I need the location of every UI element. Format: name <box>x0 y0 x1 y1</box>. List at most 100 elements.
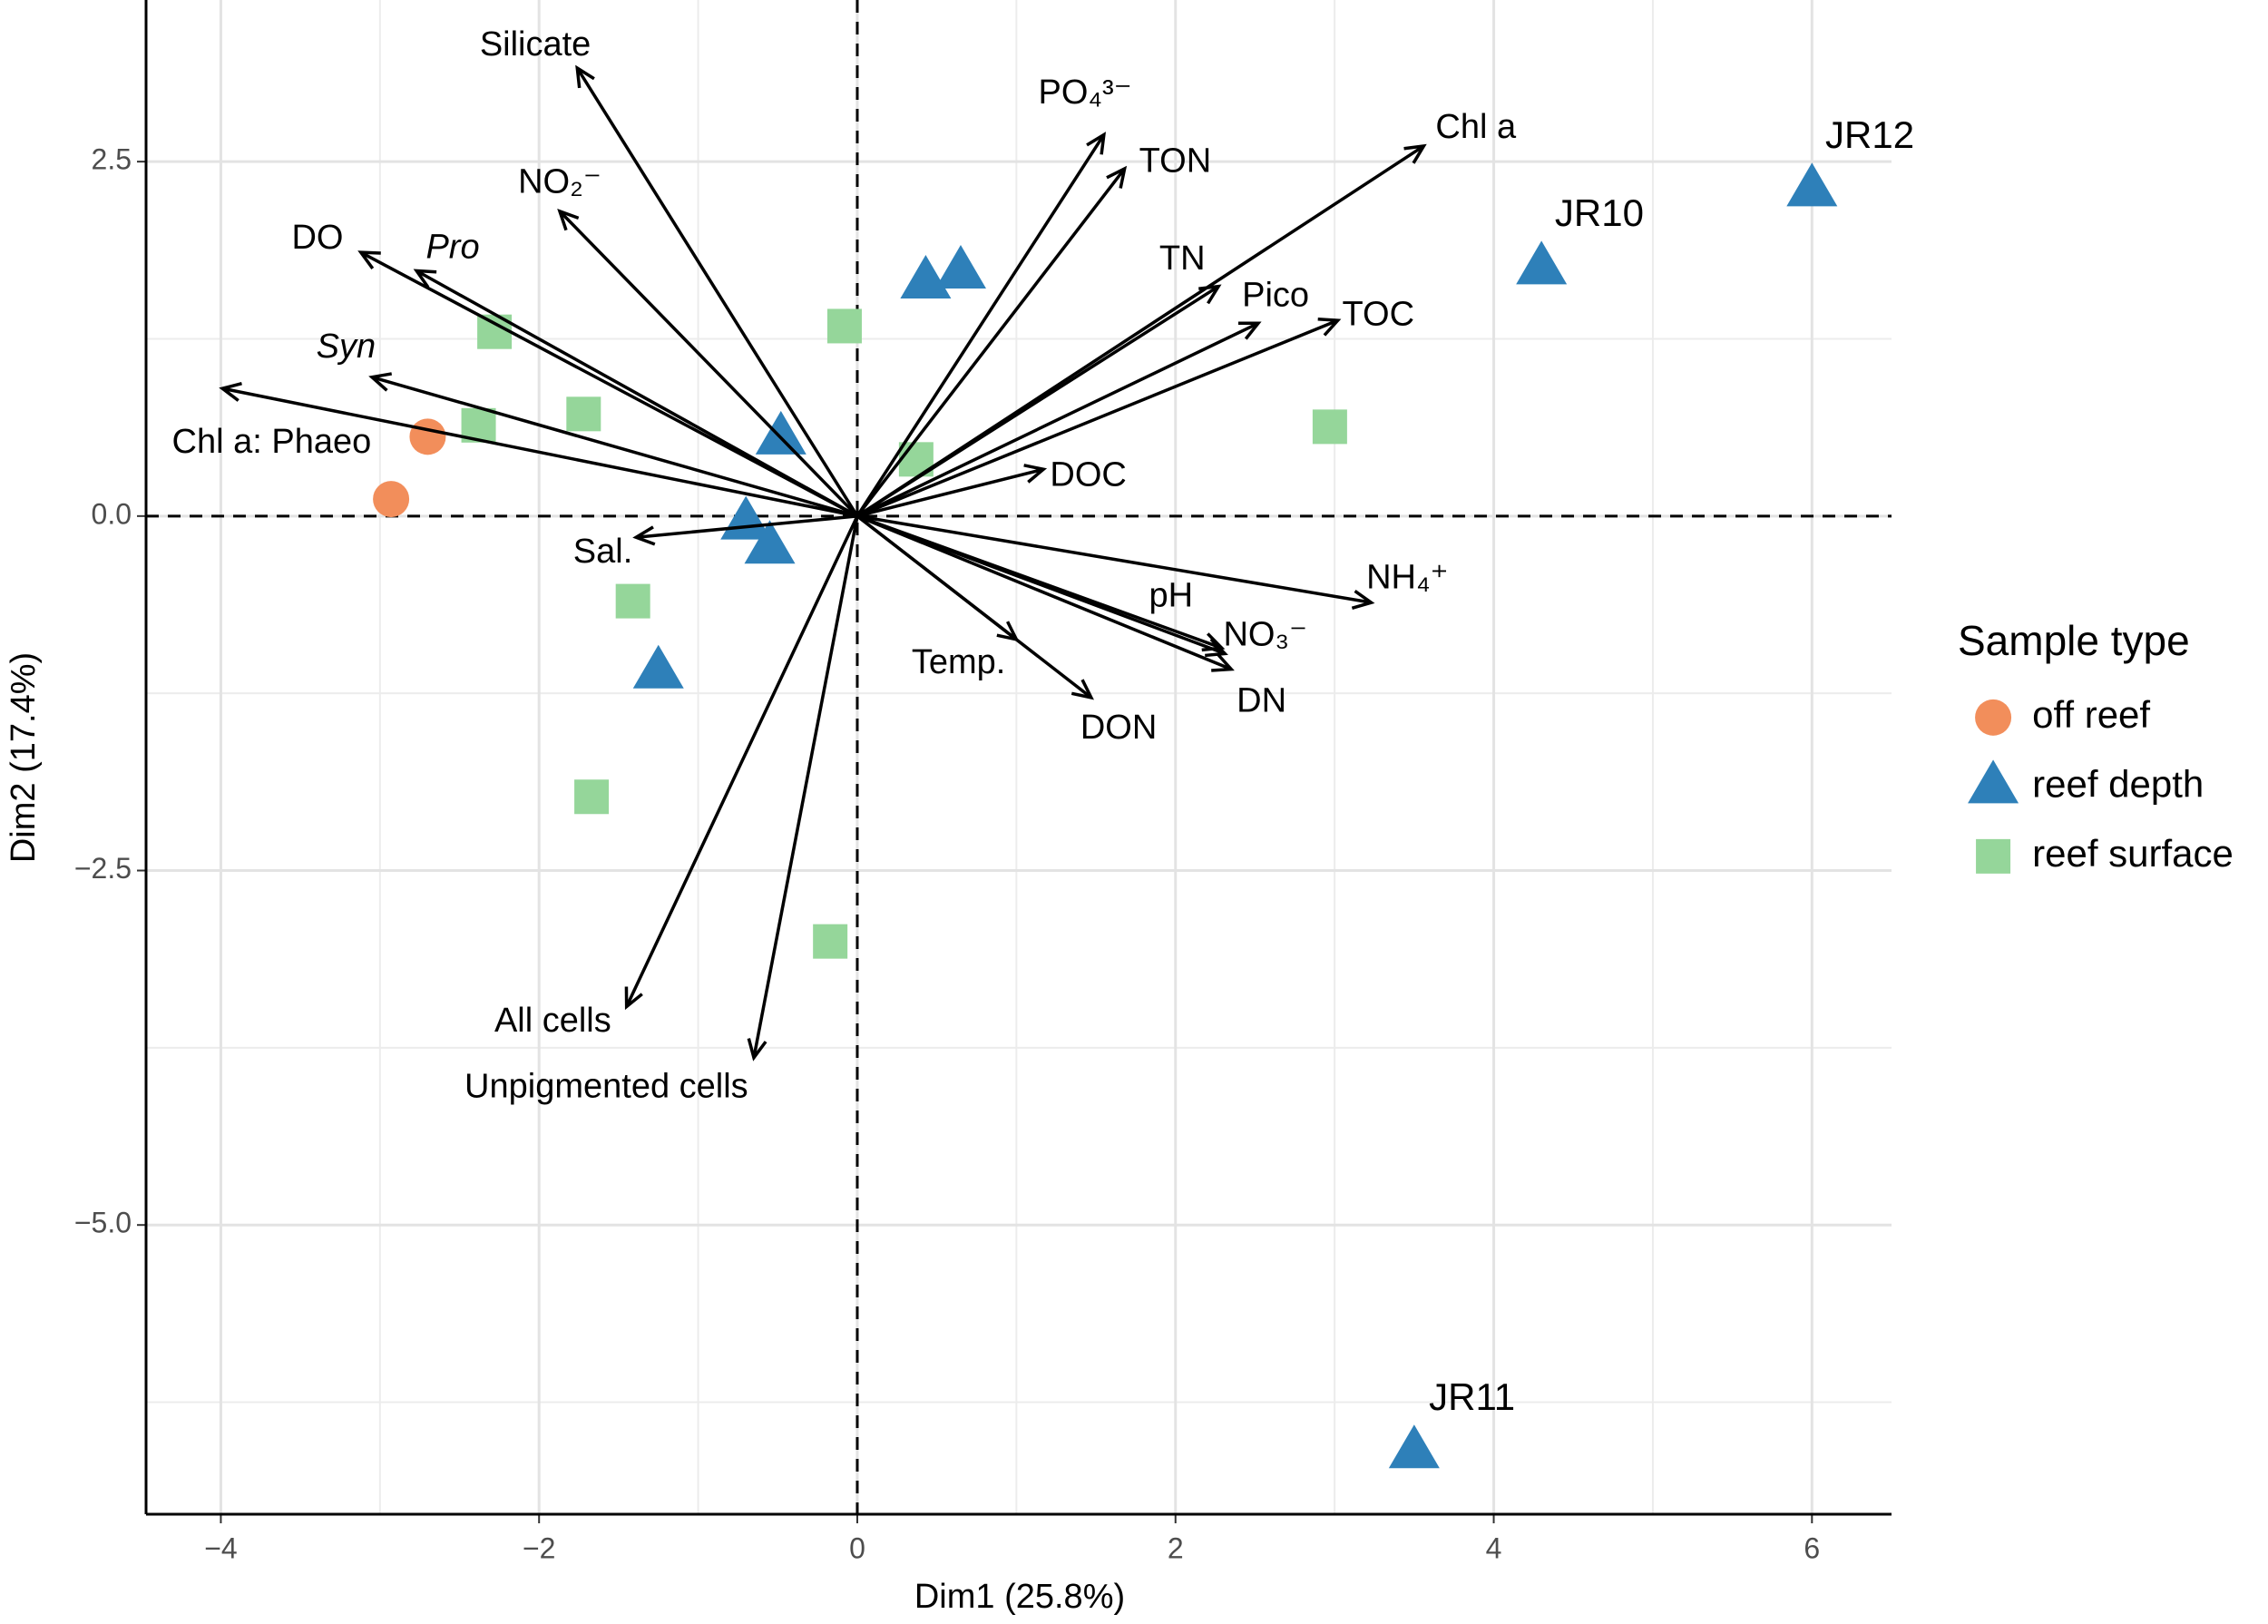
arrow-head <box>1198 284 1222 305</box>
arrow-shaft <box>856 514 1232 671</box>
loading-arrow <box>856 464 1048 518</box>
loading-arrow <box>856 318 1342 518</box>
y-axis-title: Dim2 (17.4%) <box>5 652 43 863</box>
arrow-head <box>1106 165 1128 189</box>
point <box>1516 240 1568 285</box>
point <box>1312 409 1347 445</box>
arrow-shaft <box>855 167 1127 517</box>
loading-label: Temp. <box>912 643 1005 681</box>
loading-label: pH <box>1149 576 1194 614</box>
arrow-shaft <box>752 515 859 1059</box>
arrow-shaft <box>856 321 1259 518</box>
loading-label: Chl a <box>1435 108 1517 146</box>
arrow-head <box>1086 132 1107 155</box>
x-tick-label: 2 <box>1168 1531 1184 1564</box>
arrow-head <box>413 269 437 289</box>
arrow-head <box>368 372 393 392</box>
arrow-shaft <box>625 515 859 1008</box>
arrow-head <box>632 525 656 546</box>
arrow-shaft <box>856 514 1372 604</box>
legend-title: Sample type <box>1958 617 2190 664</box>
loading-arrow <box>855 165 1128 517</box>
loading-arrow <box>856 143 1427 518</box>
loading-arrow <box>219 382 858 518</box>
point <box>373 481 410 518</box>
arrow-head <box>1070 679 1094 700</box>
y-tick-label: 2.5 <box>92 143 132 176</box>
legend-marker <box>1976 838 2011 874</box>
legend-marker <box>1975 699 2012 736</box>
loading-arrow <box>413 269 858 518</box>
x-tick-label: −2 <box>523 1531 555 1564</box>
loading-label: NH₄⁺ <box>1366 559 1448 597</box>
arrow-head <box>1317 318 1342 337</box>
loading-arrow <box>747 515 859 1061</box>
arrow-head <box>747 1038 767 1061</box>
arrow-shaft <box>855 514 1092 699</box>
loading-arrow <box>856 321 1262 518</box>
loading-arrow <box>624 515 859 1011</box>
point <box>826 308 862 344</box>
loading-arrow <box>855 132 1107 517</box>
point <box>409 418 446 455</box>
loading-arrow <box>855 514 1094 700</box>
point <box>755 410 807 455</box>
y-tick-label: −2.5 <box>74 852 132 885</box>
loading-label: Chl a: Phaeo <box>172 423 372 461</box>
x-tick-label: 0 <box>849 1531 865 1564</box>
loading-arrow <box>856 514 1375 610</box>
arrow-head <box>357 250 381 269</box>
arrow-shaft <box>221 386 858 518</box>
loading-label: Pro <box>425 229 479 267</box>
arrow-shaft <box>856 318 1339 518</box>
x-axis-title: Dim1 (25.8%) <box>914 1578 1125 1616</box>
loading-label: All cells <box>494 1002 611 1040</box>
loading-label: Unpigmented cells <box>464 1067 748 1105</box>
loading-label: TON <box>1139 142 1212 181</box>
arrow-head <box>219 382 242 402</box>
arrow-shaft <box>856 514 1226 656</box>
point-label: JR10 <box>1555 191 1644 234</box>
loading-label: DN <box>1237 681 1286 719</box>
loading-label: Silicate <box>480 25 591 64</box>
legend-label: reef surface <box>2032 832 2234 875</box>
arrow-head <box>1211 653 1235 672</box>
loading-label: Pico <box>1242 277 1309 315</box>
point <box>615 583 650 619</box>
legend-label: reef depth <box>2032 762 2204 805</box>
x-tick-label: −4 <box>204 1531 237 1564</box>
loading-arrow <box>368 372 858 518</box>
arrow-head <box>1403 143 1427 164</box>
loading-label: DOC <box>1050 455 1126 494</box>
arrow-shaft <box>856 467 1044 518</box>
arrow-head <box>1023 464 1048 484</box>
loading-label: TN <box>1159 240 1206 278</box>
x-tick-label: 4 <box>1486 1531 1502 1564</box>
loading-arrow <box>632 514 858 546</box>
arrow-shaft <box>855 133 1106 517</box>
point <box>934 245 986 289</box>
loading-arrow <box>856 514 1235 672</box>
point <box>1786 162 1838 207</box>
loading-label: Syn <box>317 328 376 366</box>
arrow-head <box>1205 638 1228 658</box>
loading-arrow <box>357 250 858 518</box>
loading-label: PO₄³⁻ <box>1039 73 1132 112</box>
arrow-shaft <box>371 376 858 518</box>
arrow-head <box>557 208 580 231</box>
x-tick-label: 6 <box>1804 1531 1820 1564</box>
loading-arrow <box>856 514 1228 658</box>
y-tick-label: −5.0 <box>74 1207 132 1239</box>
loading-label: DON <box>1080 709 1157 747</box>
legend-marker <box>1968 759 2019 804</box>
arrow-head <box>1351 590 1375 610</box>
arrow-shaft <box>359 250 858 518</box>
point <box>1388 1424 1440 1469</box>
loading-label: Sal. <box>573 533 632 571</box>
loading-label: TOC <box>1343 295 1415 333</box>
arrow-shaft <box>415 269 858 518</box>
point-label: JR11 <box>1429 1375 1515 1418</box>
arrow-shaft <box>575 67 859 517</box>
arrow-shaft <box>856 144 1425 518</box>
